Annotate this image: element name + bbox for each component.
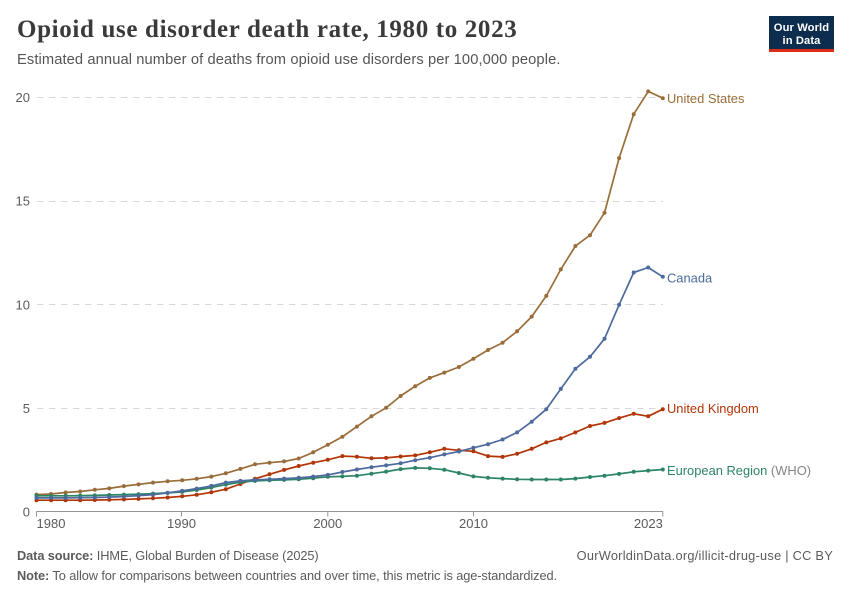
svg-text:10: 10 [16, 297, 30, 312]
svg-text:European Region (WHO): European Region (WHO) [667, 463, 811, 478]
svg-text:2000: 2000 [313, 516, 342, 531]
svg-text:Canada: Canada [667, 271, 713, 286]
svg-text:2010: 2010 [459, 516, 488, 531]
svg-text:20: 20 [16, 90, 30, 105]
svg-text:1980: 1980 [37, 516, 66, 531]
svg-text:15: 15 [16, 194, 30, 209]
svg-text:0: 0 [23, 505, 30, 520]
svg-text:United States: United States [667, 91, 744, 106]
svg-text:1990: 1990 [167, 516, 196, 531]
svg-text:United Kingdom: United Kingdom [667, 401, 759, 416]
svg-text:2023: 2023 [634, 516, 663, 531]
svg-text:5: 5 [23, 401, 30, 416]
